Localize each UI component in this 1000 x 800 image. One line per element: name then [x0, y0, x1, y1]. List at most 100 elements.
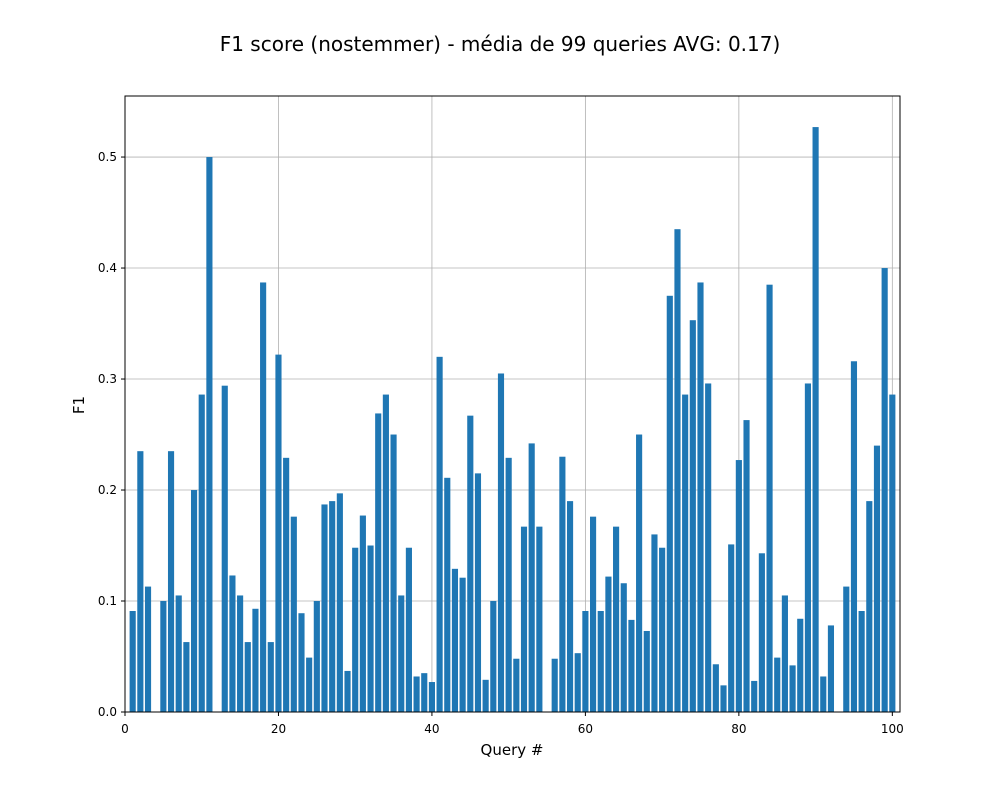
- bar: [743, 420, 750, 712]
- bar: [421, 673, 428, 712]
- bar: [474, 473, 482, 712]
- bar: [827, 625, 835, 712]
- bar: [528, 443, 535, 712]
- bar: [689, 320, 696, 712]
- bar: [283, 457, 290, 712]
- bar: [889, 394, 896, 712]
- bar: [175, 595, 182, 712]
- bar: [390, 434, 397, 712]
- x-axis-label: Query #: [481, 741, 544, 759]
- bar: [866, 501, 873, 712]
- bar: [298, 613, 305, 712]
- bar: [413, 676, 420, 712]
- bar: [536, 526, 543, 712]
- x-axis-ticks: 0 20 40 60 80 100: [121, 712, 904, 736]
- x-tick-label: 60: [578, 722, 593, 736]
- bar: [267, 642, 274, 712]
- plot-frame: [124, 95, 901, 713]
- bar: [636, 434, 643, 712]
- bar: [459, 577, 466, 712]
- bar: [336, 493, 343, 712]
- bar: [620, 583, 627, 712]
- bar: [797, 618, 804, 712]
- bar: [190, 490, 198, 712]
- bar: [728, 544, 735, 712]
- y-tick-label: 0.0: [98, 705, 117, 719]
- bar: [613, 526, 620, 712]
- bar: [597, 610, 604, 712]
- bar: [260, 282, 267, 712]
- y-tick-label: 0.2: [98, 483, 117, 497]
- x-tick-label: 80: [731, 722, 746, 736]
- bar: [628, 619, 635, 712]
- bar: [789, 665, 796, 712]
- bar: [758, 553, 765, 712]
- bar: [344, 670, 351, 712]
- bar: [873, 445, 881, 712]
- bar: [566, 501, 574, 712]
- bar: [858, 610, 865, 712]
- bar: [451, 568, 459, 712]
- bar: [766, 284, 773, 712]
- bar: [221, 385, 228, 712]
- bar: [444, 477, 451, 712]
- bar: [682, 394, 689, 712]
- x-tick-label: 20: [271, 722, 286, 736]
- bar: [812, 127, 819, 713]
- bar: [244, 642, 251, 712]
- bar: [751, 680, 758, 712]
- bar: [697, 282, 704, 712]
- bar: [643, 630, 650, 712]
- bar: [551, 658, 558, 712]
- bar: [436, 356, 443, 712]
- bar: [129, 610, 136, 712]
- bar: [198, 394, 205, 712]
- bar: [574, 653, 581, 712]
- bar: [359, 515, 366, 712]
- bar: [781, 595, 788, 712]
- bar: [590, 516, 597, 712]
- y-tick-label: 0.4: [98, 261, 117, 275]
- bar: [290, 516, 297, 712]
- bar: [183, 642, 190, 712]
- bar: [850, 361, 858, 712]
- y-tick-label: 0.3: [98, 372, 117, 386]
- bar: [666, 295, 673, 712]
- bar: [306, 657, 313, 712]
- x-tick-label: 0: [121, 722, 129, 736]
- x-tick-label: 100: [881, 722, 904, 736]
- bar: [774, 657, 781, 712]
- bar: [804, 383, 811, 712]
- bar: [137, 451, 144, 712]
- bar: [735, 460, 742, 712]
- bar: [674, 229, 681, 712]
- bar: [520, 526, 528, 712]
- bar: [382, 394, 389, 712]
- chart-title: F1 score (nostemmer) - média de 99 queri…: [219, 32, 781, 56]
- bar: [467, 415, 474, 712]
- y-tick-label: 0.1: [98, 594, 117, 608]
- bar: [252, 608, 259, 712]
- bar: [559, 456, 566, 712]
- bar: [605, 576, 612, 712]
- bar: [367, 545, 374, 712]
- bar: [490, 601, 497, 712]
- bar: [398, 595, 405, 712]
- bar: [206, 157, 213, 712]
- bar: [820, 676, 827, 712]
- x-tick-label: 40: [424, 722, 439, 736]
- bar: [329, 501, 336, 712]
- bar: [160, 601, 167, 712]
- bar: [497, 373, 505, 712]
- bar: [720, 685, 727, 712]
- bar: [712, 664, 719, 712]
- bar: [313, 601, 320, 712]
- bar: [229, 575, 236, 712]
- bar: [144, 586, 152, 712]
- bar: [321, 504, 328, 712]
- bar: [405, 547, 412, 712]
- bar: [705, 383, 712, 712]
- bar: [275, 354, 282, 712]
- bar: [505, 457, 512, 712]
